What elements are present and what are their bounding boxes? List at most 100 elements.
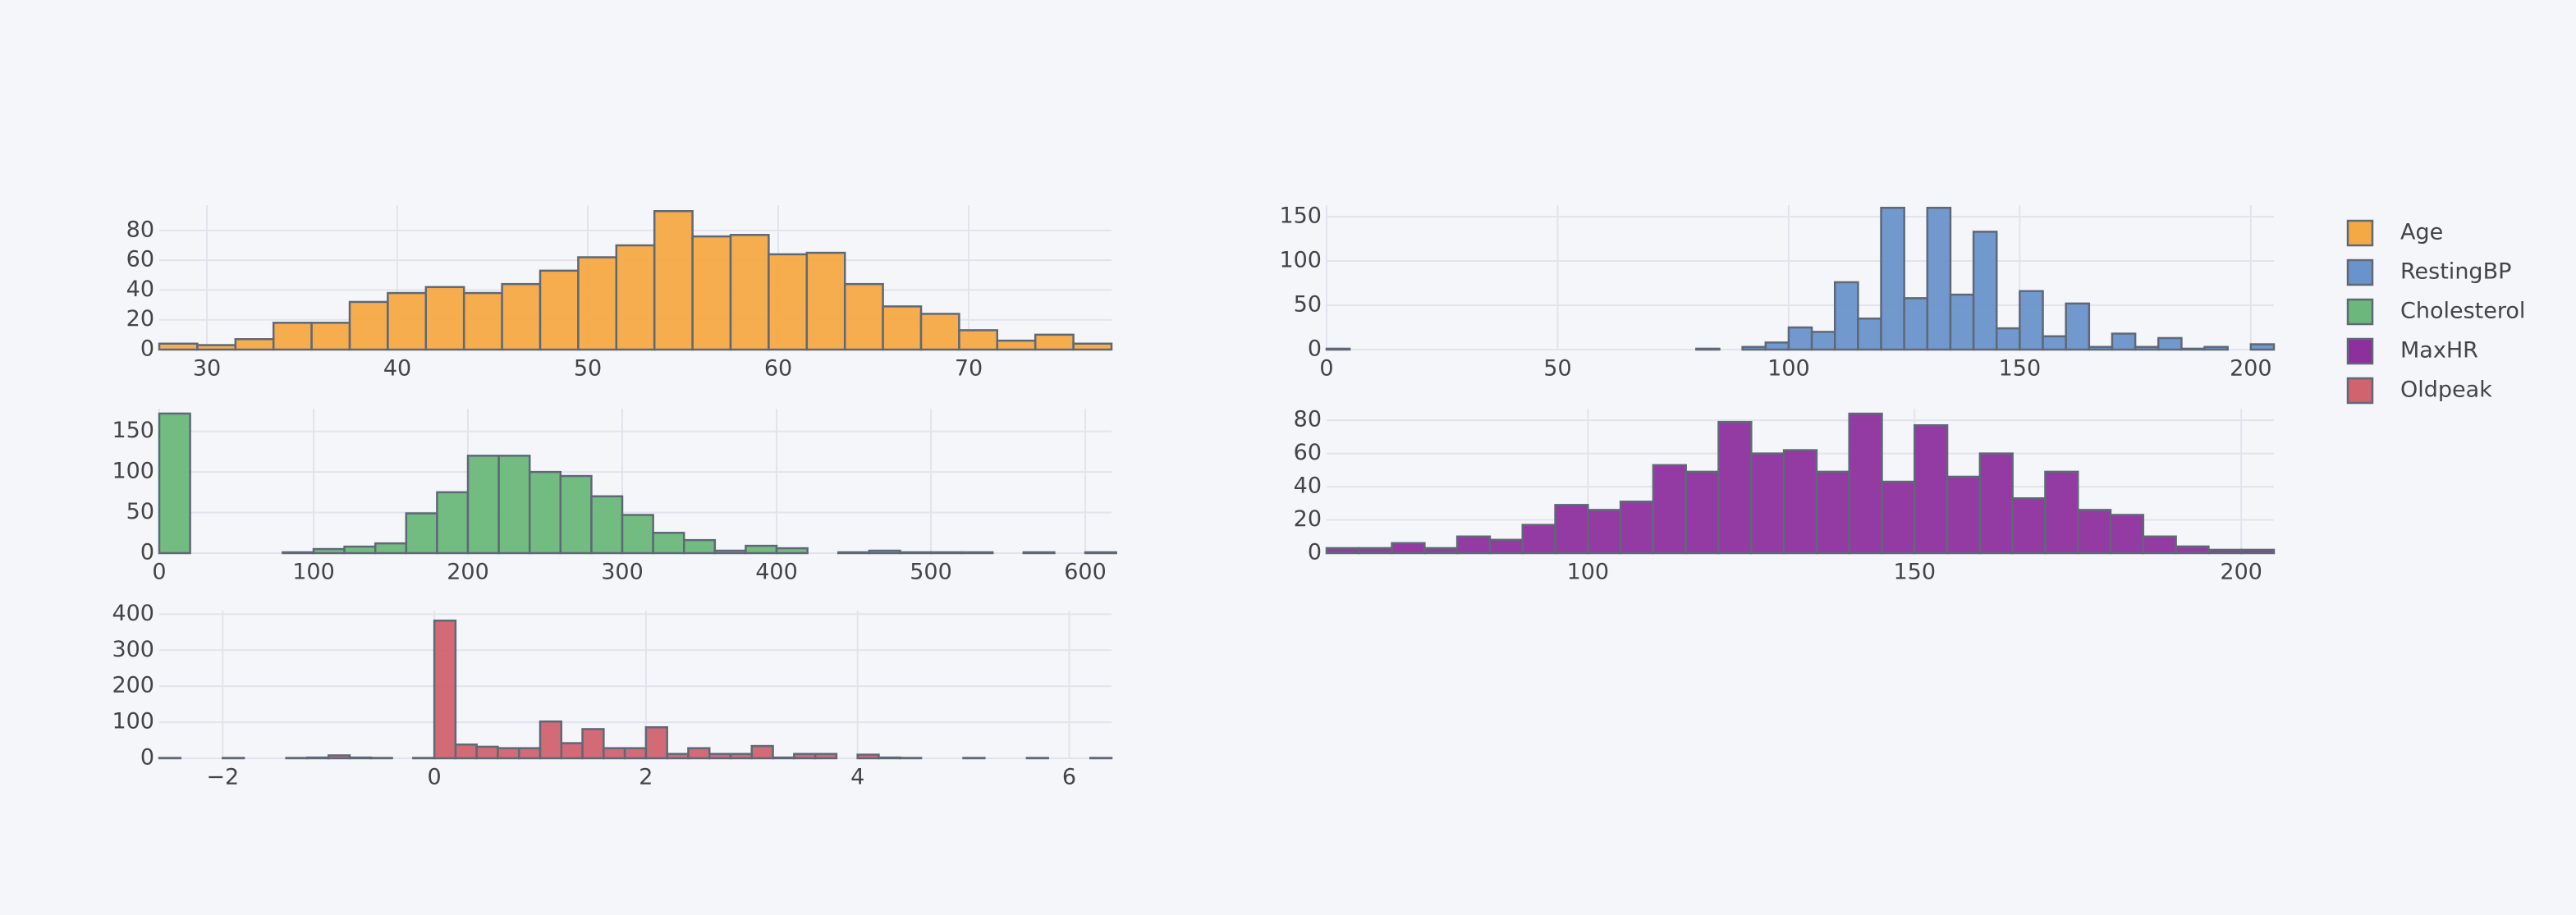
x-tick-label: 2 — [639, 765, 653, 790]
bar — [454, 743, 478, 760]
y-tick-label: 0 — [140, 745, 154, 771]
y-tick-label: 60 — [1294, 440, 1322, 465]
bar — [1022, 551, 1056, 555]
x-tick-label: 600 — [1064, 560, 1107, 585]
bar — [1946, 475, 1982, 555]
bar — [466, 455, 500, 555]
y-tick-label: 50 — [126, 499, 154, 524]
legend-label: Oldpeak — [2400, 377, 2492, 403]
y-tick-label: 20 — [1294, 506, 1322, 532]
y-tick-label: 100 — [112, 459, 154, 484]
bar — [814, 753, 838, 760]
y-tick-label: 100 — [1279, 248, 1322, 273]
bar — [1652, 464, 1687, 555]
bar — [196, 344, 237, 351]
bar — [1554, 504, 1589, 555]
bar — [2180, 347, 2206, 351]
bar — [539, 720, 563, 760]
bar — [1949, 293, 1975, 351]
bar — [666, 753, 690, 760]
bar — [729, 234, 770, 351]
bar — [1764, 341, 1790, 351]
x-tick-label: 200 — [447, 560, 489, 585]
bar — [348, 300, 389, 351]
bar — [234, 338, 275, 351]
bar — [843, 282, 884, 351]
x-tick-label: 100 — [1567, 560, 1610, 585]
bar — [772, 756, 795, 760]
bar — [1521, 524, 1556, 555]
bar — [436, 491, 470, 555]
bar — [497, 455, 531, 555]
bar — [501, 282, 542, 351]
x-tick-label: 400 — [755, 560, 798, 585]
bar — [387, 291, 428, 351]
bar — [1857, 317, 1882, 351]
y-tick-label: 60 — [126, 247, 154, 272]
x-tick-label: 200 — [2230, 356, 2272, 382]
bar — [462, 291, 503, 351]
y-tick-label: 80 — [1294, 407, 1322, 432]
bar — [497, 747, 520, 760]
bar — [2088, 345, 2114, 351]
legend-label: Cholesterol — [2400, 299, 2525, 324]
bar — [768, 253, 809, 351]
legend-label: RestingBP — [2400, 259, 2511, 285]
x-tick-label: 40 — [383, 356, 411, 382]
bar — [687, 747, 711, 760]
legend-swatch — [2346, 298, 2374, 326]
bar — [2109, 514, 2145, 555]
bar — [310, 322, 351, 351]
bar — [2157, 336, 2183, 351]
bar — [621, 514, 654, 555]
legend-label: Age — [2400, 220, 2443, 245]
y-tick-label: 20 — [126, 306, 154, 332]
bar — [868, 549, 901, 555]
bar — [158, 412, 191, 555]
bar — [960, 551, 994, 555]
bar — [560, 742, 584, 760]
bar — [539, 269, 580, 351]
bar — [653, 210, 694, 351]
bar — [528, 470, 562, 555]
bar — [708, 753, 732, 760]
bar — [1587, 509, 1622, 555]
bar — [559, 474, 593, 555]
bar — [306, 756, 330, 760]
bar — [577, 256, 618, 351]
bar — [1978, 452, 2014, 555]
x-tick-label: 6 — [1062, 765, 1076, 790]
x-tick-label: 30 — [193, 356, 221, 382]
bar — [2111, 332, 2137, 351]
y-tick-label: 0 — [1308, 336, 1322, 362]
bar — [882, 305, 923, 351]
bar — [343, 545, 377, 555]
bar — [1391, 542, 1426, 555]
x-tick-label: 100 — [1767, 356, 1810, 382]
bar — [374, 542, 408, 555]
y-tick-label: 150 — [1279, 204, 1322, 229]
bar — [590, 495, 624, 555]
y-tick-label: 0 — [1308, 540, 1322, 565]
bar — [1455, 535, 1492, 555]
bar — [1750, 452, 1785, 555]
bar — [729, 753, 754, 760]
bar — [1881, 480, 1916, 555]
bar — [1914, 423, 1949, 555]
bar — [1787, 326, 1813, 351]
x-tick-label: 500 — [910, 560, 952, 585]
bar — [1848, 412, 1883, 555]
bar — [603, 747, 626, 760]
bar — [272, 322, 313, 351]
y-tick-label: 0 — [140, 540, 154, 565]
bar — [327, 754, 351, 760]
bar — [878, 756, 901, 760]
bar — [1358, 547, 1393, 555]
bar — [1810, 331, 1836, 351]
bar — [805, 251, 846, 351]
y-tick-label: 300 — [112, 637, 154, 662]
x-tick-label: 150 — [1894, 560, 1937, 585]
bar — [517, 747, 542, 760]
bar — [1084, 551, 1117, 555]
